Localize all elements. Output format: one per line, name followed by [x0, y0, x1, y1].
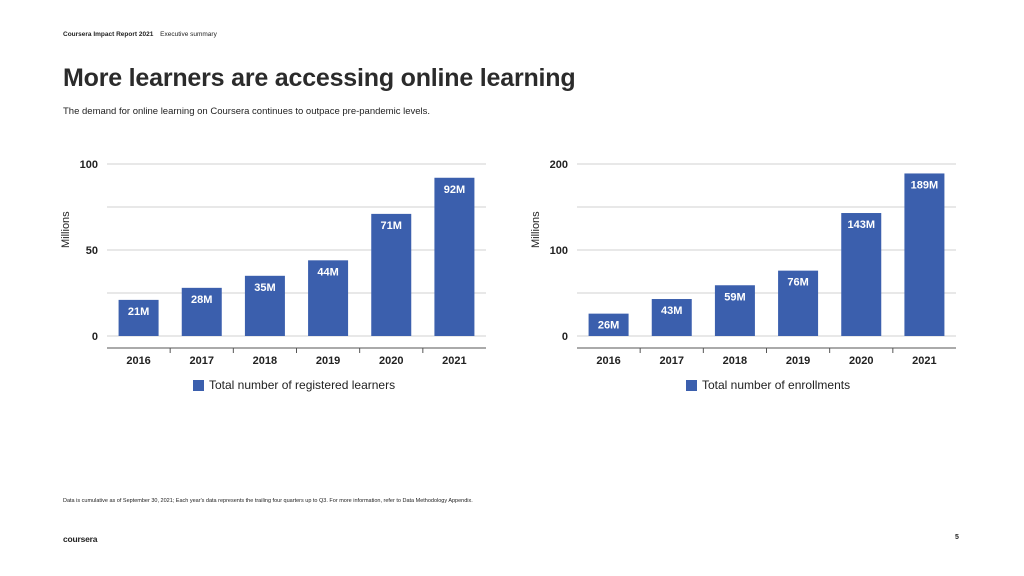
bar [181, 287, 222, 336]
bar [778, 270, 819, 336]
bar [118, 299, 159, 336]
x-tick-label: 2016 [596, 355, 620, 367]
report-header: Coursera Impact Report 2021 Executive su… [63, 31, 217, 38]
bar [244, 275, 285, 336]
chart-legend: Total number of registered learners [193, 378, 395, 392]
data-label: 28M [191, 294, 212, 306]
data-label: 143M [847, 219, 875, 231]
bar [904, 173, 945, 336]
data-label: 59M [724, 291, 745, 303]
y-tick-label: 100 [80, 159, 98, 171]
x-tick-label: 2021 [912, 355, 936, 367]
coursera-logo: coursera [63, 534, 98, 544]
y-tick-label: 0 [562, 331, 568, 343]
page-subtitle: The demand for online learning on Course… [63, 106, 431, 117]
footnote: Data is cumulative as of September 30, 2… [63, 498, 473, 504]
bar [714, 285, 755, 336]
data-label: 189M [911, 179, 939, 191]
y-tick-label: 0 [92, 331, 98, 343]
data-label: 43M [661, 305, 682, 317]
legend-swatch [686, 379, 697, 391]
x-tick-label: 2019 [316, 355, 340, 367]
x-tick-label: 2021 [442, 355, 466, 367]
x-tick-label: 2016 [126, 355, 150, 367]
y-tick-label: 50 [86, 245, 98, 257]
data-label: 44M [317, 266, 338, 278]
legend-label: Total number of registered learners [209, 378, 396, 392]
x-tick-label: 2018 [723, 355, 747, 367]
chart-legend: Total number of enrollments [686, 378, 850, 392]
data-label: 92M [444, 184, 465, 196]
data-label: 76M [787, 277, 808, 289]
x-tick-label: 2017 [190, 355, 214, 367]
legend-swatch [193, 379, 204, 391]
page-title: More learners are accessing online learn… [63, 64, 576, 92]
data-label: 35M [254, 282, 275, 294]
chart-plot: 0 50 100 21M 2016 28M 2017 35M 2018 44M 2019 71M 202… [80, 159, 486, 367]
bar [308, 260, 349, 336]
x-tick-label: 2019 [786, 355, 810, 367]
bar [588, 313, 629, 336]
y-tick-label: 100 [550, 245, 568, 257]
data-label: 21M [128, 306, 149, 318]
bar [651, 299, 692, 336]
x-tick-label: 2020 [849, 355, 873, 367]
legend-label: Total number of enrollments [702, 378, 851, 392]
registered-learners-chart: Millions 0 50 100 21M 2016 28M 2017 35M 2018 44M 2… [60, 150, 500, 400]
report-name: Coursera Impact Report 2021 [63, 31, 154, 38]
bar [371, 213, 412, 336]
section-name: Executive summary [160, 31, 217, 38]
page-number: 5 [955, 534, 959, 541]
y-tick-label: 200 [550, 159, 568, 171]
x-tick-label: 2018 [253, 355, 277, 367]
data-label: 71M [381, 220, 402, 232]
enrollments-chart: Millions 0 100 200 26M 2016 43M 2017 59M 2018 76M… [530, 150, 970, 400]
data-label: 26M [598, 320, 619, 332]
bar [841, 213, 882, 336]
bar [434, 177, 475, 336]
x-tick-label: 2017 [660, 355, 684, 367]
chart-plot: 0 100 200 26M 2016 43M 2017 59M 2018 76M 2019 143M 2… [550, 159, 956, 367]
x-tick-label: 2020 [379, 355, 403, 367]
